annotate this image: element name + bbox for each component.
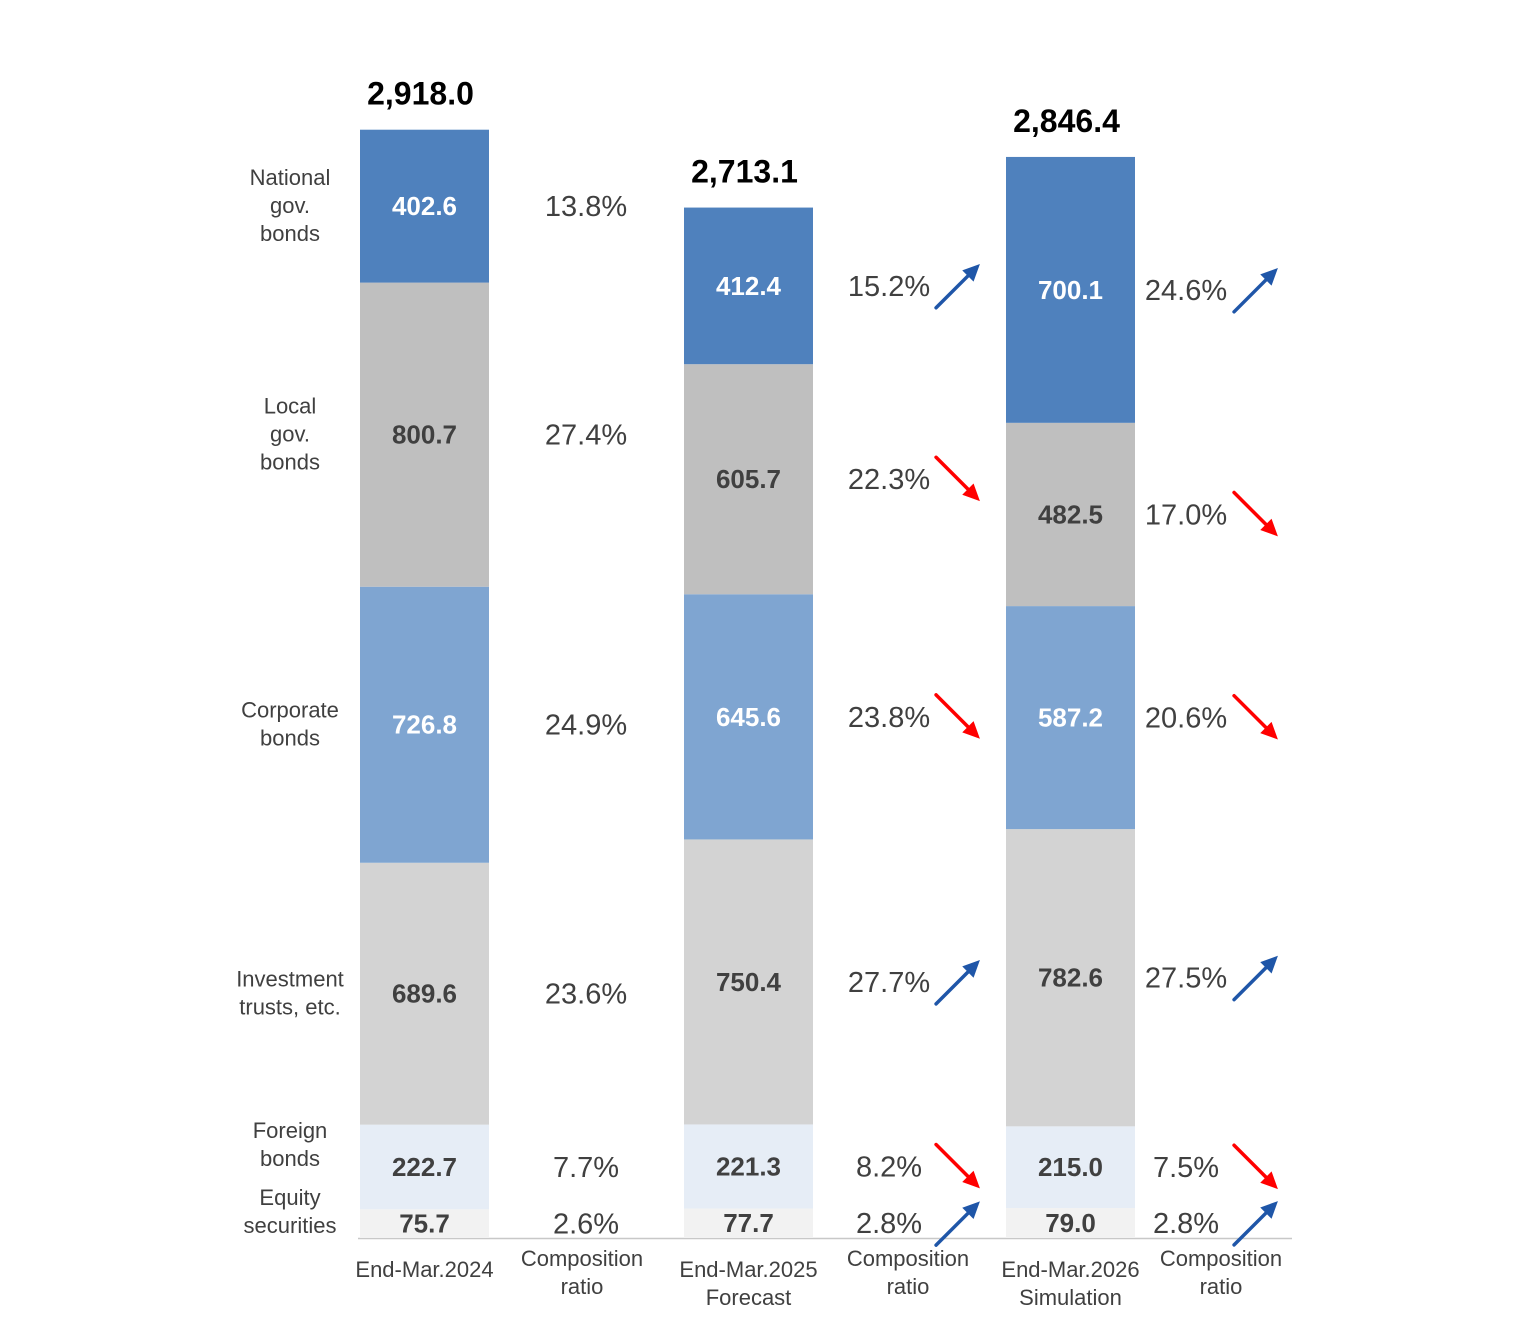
ratio-column-label-1: Composition ratio (847, 1246, 969, 1299)
ratio-label-investment-2: 27.5% (1145, 963, 1227, 995)
series-label-foreign: Foreign bonds (253, 1118, 328, 1171)
arrow-down-icon (1232, 490, 1278, 537)
arrow-down-icon (934, 455, 980, 502)
bar-corporate-2 (1006, 606, 1135, 830)
total-label-2: 2,846.4 (1013, 103, 1120, 139)
series-label-investment: Investment trusts, etc. (236, 967, 344, 1020)
bar-equity-2 (1006, 1207, 1135, 1238)
arrow-up-icon (1232, 955, 1278, 1002)
bar-investment-1 (684, 839, 813, 1125)
arrow-down-icon (934, 693, 980, 739)
value-label-national-0: 402.6 (392, 191, 457, 221)
total-label-0: 2,918.0 (367, 76, 474, 112)
bar-local-1 (684, 364, 813, 595)
series-label-national: National gov. bonds (250, 165, 331, 246)
arrow-down-icon (1232, 693, 1278, 740)
ratio-label-corporate-0: 24.9% (545, 710, 627, 742)
bar-investment-2 (1006, 829, 1135, 1127)
value-label-foreign-1: 221.3 (716, 1151, 781, 1181)
value-label-corporate-0: 726.8 (392, 710, 457, 740)
arrow-down-icon (934, 1142, 980, 1189)
x-tick-label-0: End-Mar.2024 (355, 1257, 493, 1282)
arrow-up-icon (934, 263, 980, 310)
bar-investment-0 (360, 862, 489, 1125)
bar-national-1 (684, 207, 813, 365)
series-label-equity: Equity securities (244, 1185, 337, 1238)
ratio-label-national-0: 13.8% (545, 191, 627, 223)
total-label-1: 2,713.1 (691, 154, 798, 190)
bar-corporate-1 (684, 594, 813, 840)
ratio-label-corporate-1: 23.8% (848, 702, 930, 734)
ratio-label-foreign-2: 7.5% (1153, 1152, 1219, 1184)
value-label-corporate-1: 645.6 (716, 702, 781, 732)
ratio-label-national-1: 15.2% (848, 271, 930, 303)
arrow-up-icon (1232, 1201, 1278, 1247)
bar-foreign-0 (360, 1124, 489, 1210)
value-label-investment-0: 689.6 (392, 979, 457, 1009)
x-tick-label-2: End-Mar.2026 Simulation (1001, 1257, 1139, 1310)
ratio-label-foreign-0: 7.7% (553, 1152, 619, 1184)
ratio-label-foreign-1: 8.2% (856, 1151, 922, 1183)
bar-national-2 (1006, 156, 1135, 423)
ratio-column-label-0: Composition ratio (521, 1246, 643, 1299)
series-label-local: Local gov. bonds (260, 394, 320, 475)
arrow-down-icon (1232, 1143, 1278, 1190)
bar-equity-0 (360, 1209, 489, 1238)
value-label-local-2: 482.5 (1038, 499, 1103, 529)
series-label-corporate: Corporate bonds (241, 698, 339, 751)
ratio-label-equity-0: 2.6% (553, 1209, 619, 1241)
ratio-label-local-2: 17.0% (1145, 499, 1227, 531)
value-label-equity-1: 77.7 (723, 1208, 774, 1238)
value-label-foreign-2: 215.0 (1038, 1152, 1103, 1182)
ratio-column-label-2: Composition ratio (1160, 1246, 1282, 1299)
arrow-up-icon (1232, 267, 1278, 314)
value-label-local-1: 605.7 (716, 464, 781, 494)
value-label-local-0: 800.7 (392, 420, 457, 450)
ratio-label-investment-1: 27.7% (848, 967, 930, 999)
ratio-label-local-0: 27.4% (545, 420, 627, 452)
bar-foreign-2 (1006, 1126, 1135, 1208)
value-label-corporate-2: 587.2 (1038, 703, 1103, 733)
bar-national-0 (360, 129, 489, 283)
ratio-label-investment-0: 23.6% (545, 979, 627, 1011)
arrow-up-icon (934, 1201, 980, 1247)
value-label-national-2: 700.1 (1038, 275, 1103, 305)
ratio-label-national-2: 24.6% (1145, 275, 1227, 307)
bar-local-2 (1006, 422, 1135, 607)
bar-local-0 (360, 282, 489, 587)
value-label-equity-2: 79.0 (1045, 1208, 1096, 1238)
ratio-label-corporate-2: 20.6% (1145, 703, 1227, 735)
value-label-investment-2: 782.6 (1038, 963, 1103, 993)
value-label-national-1: 412.4 (716, 271, 782, 301)
value-label-investment-1: 750.4 (716, 967, 782, 997)
bar-equity-1 (684, 1208, 813, 1238)
ratio-label-equity-2: 2.8% (1153, 1208, 1219, 1240)
bar-foreign-1 (684, 1124, 813, 1209)
value-label-foreign-0: 222.7 (392, 1152, 457, 1182)
x-tick-label-1: End-Mar.2025 Forecast (679, 1257, 817, 1310)
ratio-label-equity-1: 2.8% (856, 1208, 922, 1240)
ratio-label-local-1: 22.3% (848, 464, 930, 496)
arrow-up-icon (934, 960, 980, 1006)
value-label-equity-0: 75.7 (399, 1209, 450, 1239)
bar-corporate-0 (360, 586, 489, 863)
